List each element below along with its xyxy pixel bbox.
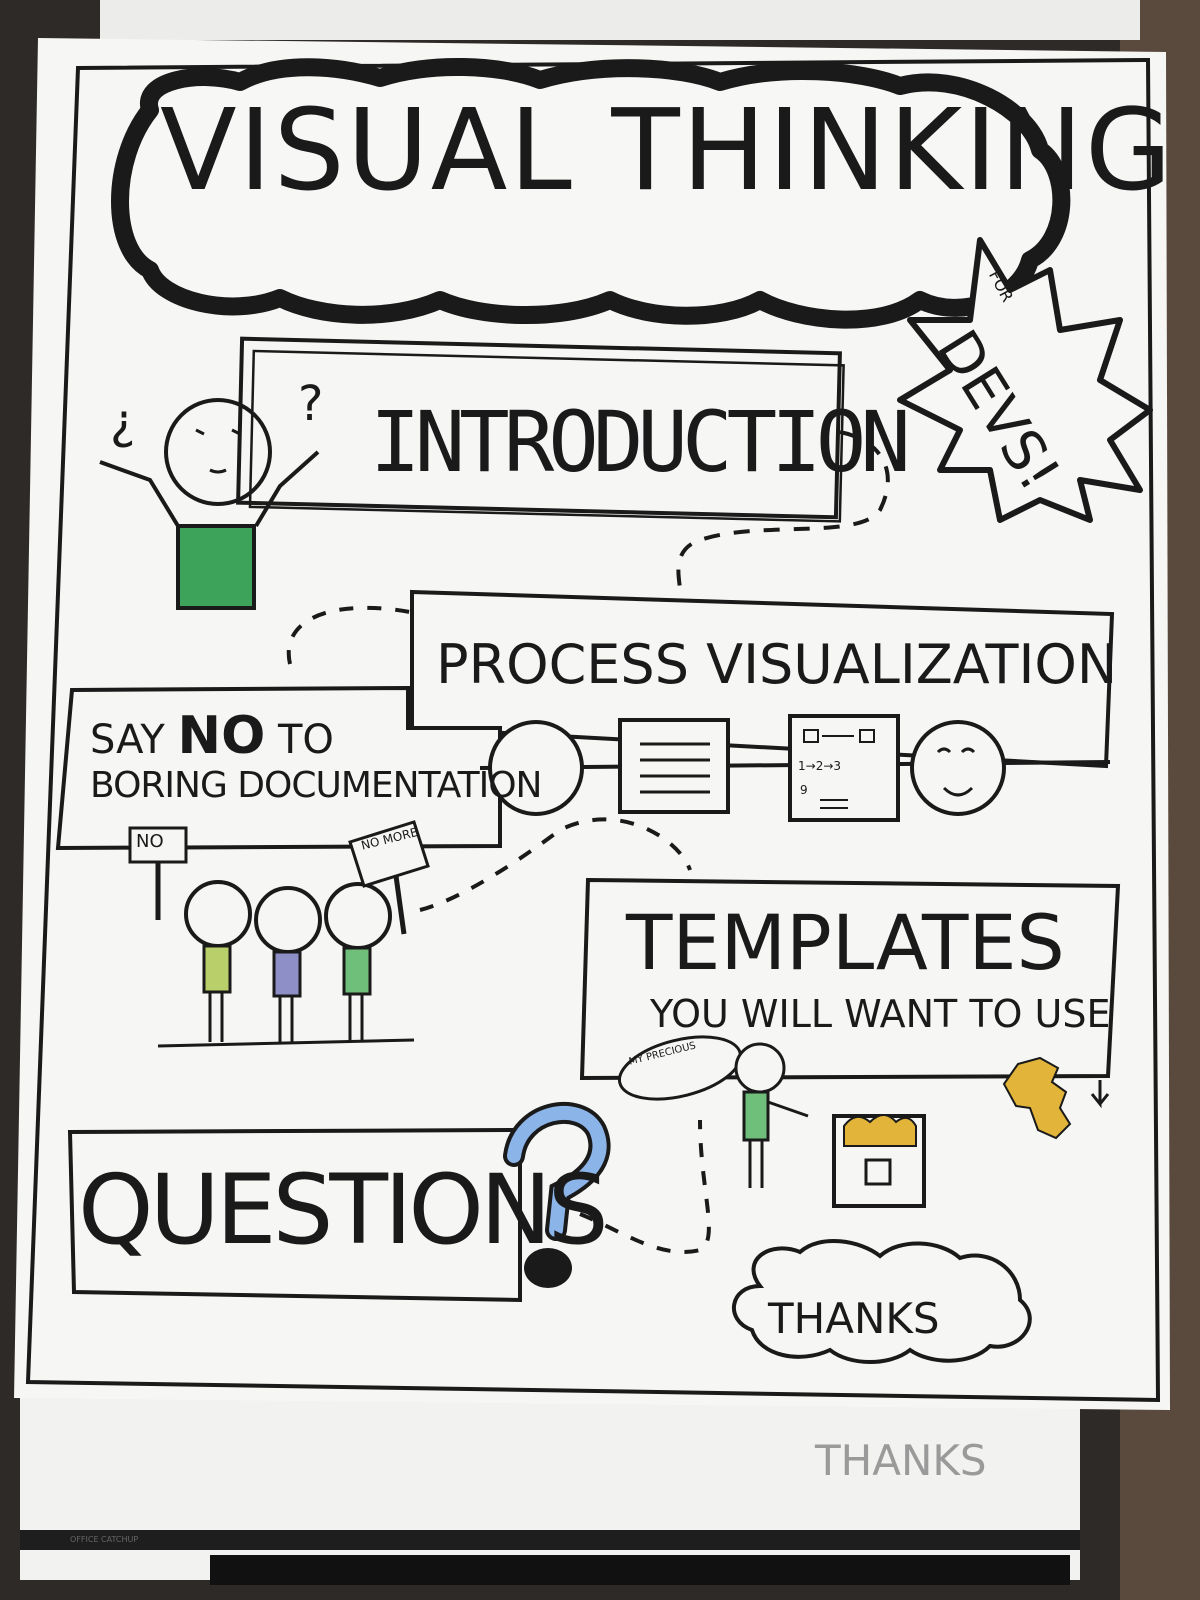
flow-card-line2: 9 <box>800 783 808 797</box>
section-introduction: INTRODUCTION <box>370 393 911 491</box>
sayno-line1: SAY NO TO <box>90 710 334 762</box>
section-questions: QUESTIONS <box>78 1154 609 1266</box>
pointing-hand-icon <box>1002 1056 1072 1140</box>
devs-starburst <box>897 237 1153 523</box>
process-box <box>410 589 1115 769</box>
confused-face-icon <box>488 720 584 816</box>
process-flow <box>479 714 1111 822</box>
flow-card-line1: 1→2→3 <box>798 759 842 773</box>
inverted-question-mark: ¿ <box>110 394 136 450</box>
templates-box <box>579 877 1121 1081</box>
title-cloud <box>111 57 1071 329</box>
sayno-word-to: TO <box>278 717 334 763</box>
no-more-sign <box>348 820 430 888</box>
happy-face-icon <box>910 720 1006 816</box>
thanks-cloud <box>732 1239 1032 1364</box>
sayno-word-say: SAY <box>90 717 165 763</box>
no-sign-text: NO <box>136 831 164 852</box>
templates-figure <box>617 1035 1072 1208</box>
intro-box <box>236 336 842 520</box>
sayno-word-no: NO <box>177 706 266 766</box>
section-thanks: THANKS <box>768 1294 940 1343</box>
protest-figures <box>128 820 430 1048</box>
sayno-box <box>55 685 502 851</box>
small-question-mark: ? <box>298 376 324 432</box>
questions-box <box>67 1127 522 1303</box>
templates-subtitle: YOU WILL WANT TO USE <box>650 992 1111 1036</box>
section-templates: TEMPLATES <box>626 898 1065 987</box>
intro-figure <box>99 398 320 610</box>
section-process-visualization: PROCESS VISUALIZATION <box>436 633 1118 696</box>
poster-title: VISUAL THINKING <box>160 86 1174 216</box>
flow-card-icon <box>788 714 900 822</box>
big-question-mark-icon <box>503 1102 611 1288</box>
sayno-line2: BORING DOCUMENTATION <box>90 765 542 806</box>
document-icon <box>618 718 730 814</box>
whiteboard-ghost-text: THANKS <box>815 1436 987 1485</box>
whiteboard-brand-label: OFFICE CATCHUP <box>70 1535 139 1544</box>
no-sign <box>128 826 188 864</box>
